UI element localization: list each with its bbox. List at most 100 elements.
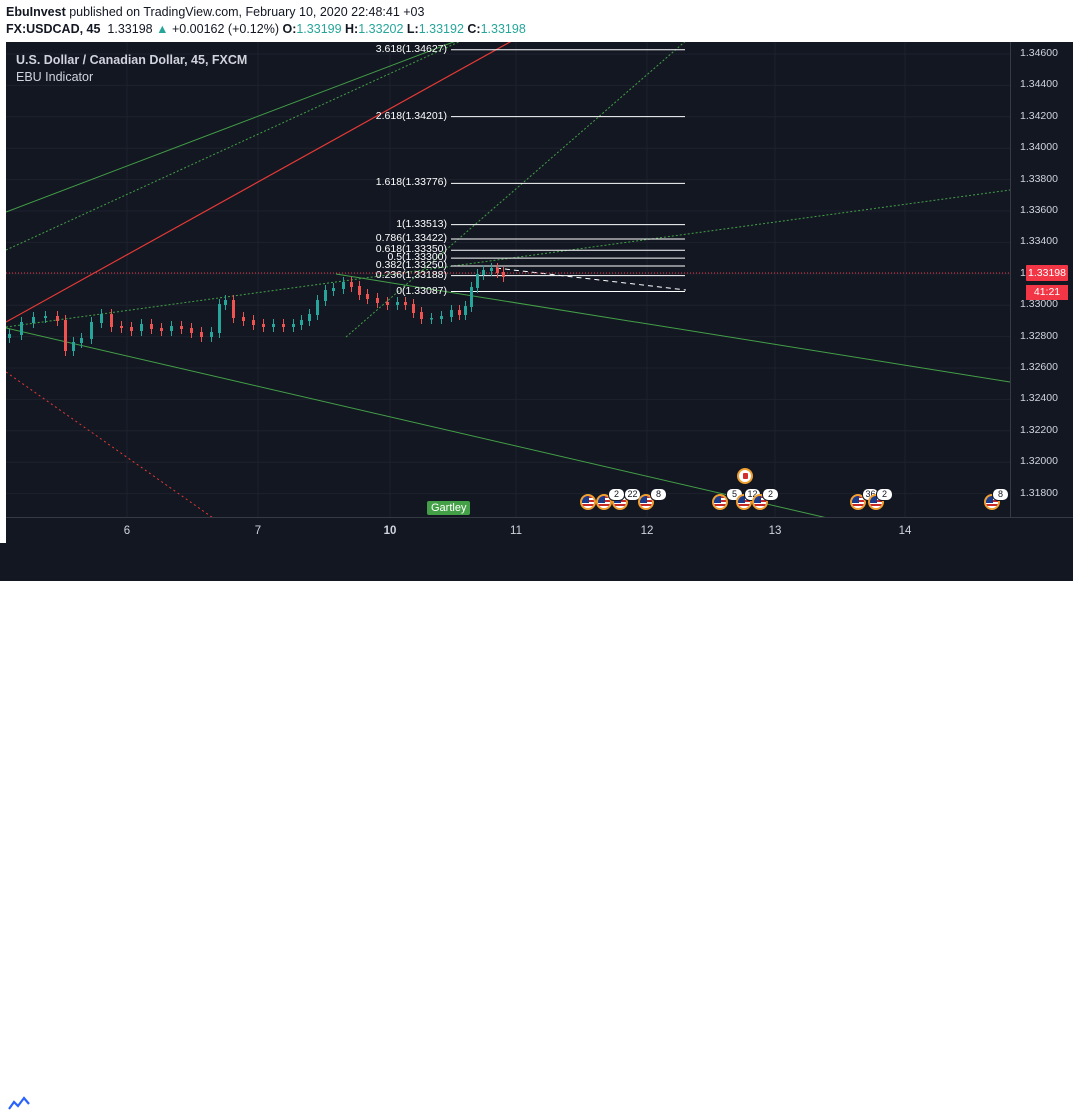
bar-countdown-tag: 41:21 xyxy=(1026,285,1068,300)
price-tick-label: 1.32200 xyxy=(1020,423,1058,436)
candle-body xyxy=(482,270,485,275)
event-count-badge: 2 xyxy=(876,488,893,501)
low-label: L: xyxy=(406,22,419,36)
candle-body xyxy=(430,318,433,320)
candle-body xyxy=(358,286,361,295)
chart-canvas[interactable] xyxy=(6,42,1010,517)
price-tick-label: 1.33400 xyxy=(1020,235,1058,248)
quote-line: FX:USDCAD, 45 1.33198 ▲ +0.00162 (+0.12%… xyxy=(6,22,526,36)
candle-body xyxy=(272,324,275,327)
price-tick-label: 1.34600 xyxy=(1020,47,1058,59)
date-tick-label: 11 xyxy=(510,525,522,537)
footer-bar: TradingView xyxy=(0,543,1073,1112)
open-label: O: xyxy=(282,22,297,36)
candle-body xyxy=(44,316,47,318)
candle-body xyxy=(308,314,311,321)
fib-retracement[interactable] xyxy=(451,49,685,293)
green-channel-middle-line[interactable] xyxy=(335,273,1010,383)
event-count-badge: 8 xyxy=(650,488,667,501)
high-label: H: xyxy=(345,22,359,36)
candle-body xyxy=(496,268,499,273)
chart-pane[interactable]: U.S. Dollar / Canadian Dollar, 45, FXCM … xyxy=(6,42,1010,517)
candle-body xyxy=(72,342,75,351)
price-tick-label: 1.34400 xyxy=(1020,78,1058,91)
close-label: C: xyxy=(467,22,481,36)
candle-body xyxy=(150,324,153,329)
fib-level-label: 3.618(1.34627) xyxy=(375,42,447,55)
candle-body xyxy=(110,314,113,327)
open-value: 1.33199 xyxy=(296,22,342,36)
red-trend-line[interactable] xyxy=(6,42,546,323)
symbol-label: FX:USDCAD, 45 xyxy=(6,22,101,36)
price-tick-label: 1.33600 xyxy=(1020,204,1058,216)
candle-body xyxy=(262,324,265,327)
date-tick-label: 10 xyxy=(383,525,397,537)
fib-level-label: 1(1.33513) xyxy=(396,217,447,230)
candle-body xyxy=(64,320,67,351)
close-value: 1.33198 xyxy=(480,22,526,36)
price-tick-label: 1.32000 xyxy=(1020,455,1058,468)
legend-indicator[interactable]: EBU Indicator xyxy=(16,70,94,84)
fib-level-label: 2.618(1.34201) xyxy=(375,109,447,122)
candle-body xyxy=(32,317,35,323)
author-name[interactable]: EbuInvest xyxy=(6,5,66,19)
candle-body xyxy=(90,322,93,339)
legend-title[interactable]: U.S. Dollar / Canadian Dollar, 45, FXCM xyxy=(16,53,248,67)
candle-body xyxy=(404,302,407,305)
candle-body xyxy=(130,327,133,331)
candle-body xyxy=(20,322,23,335)
date-tick-label: 12 xyxy=(640,525,654,537)
candle-body xyxy=(366,294,369,299)
candle-body xyxy=(412,304,415,313)
candle-body xyxy=(350,282,353,287)
us-flag-icon[interactable] xyxy=(580,494,596,510)
candle-body xyxy=(190,328,193,333)
date-tick-label: 7 xyxy=(254,525,262,537)
candle-body xyxy=(224,300,227,305)
candlesticks[interactable] xyxy=(8,263,505,356)
candle-body xyxy=(170,326,173,331)
fib-level-label: 0.236(1.33188) xyxy=(375,268,447,281)
projection-dashed-line[interactable] xyxy=(495,267,687,291)
green-channel-upper-line[interactable] xyxy=(6,42,506,213)
price-tick-label: 1.33800 xyxy=(1020,172,1058,185)
low-value: 1.33192 xyxy=(418,22,464,36)
price-tick-label: 1.32400 xyxy=(1020,392,1058,405)
red-dotted-line[interactable] xyxy=(6,371,216,517)
candle-body xyxy=(232,300,235,318)
publish-header: EbuInvest published on TradingView.com, … xyxy=(0,0,1073,42)
date-tick-label: 14 xyxy=(898,525,912,537)
price-tick-label: 1.34200 xyxy=(1020,109,1058,122)
fib-level-label: 0.786(1.33422) xyxy=(375,231,447,244)
fib-level-label: 0.382(1.33250) xyxy=(375,258,447,271)
price-tick-label: 1.32800 xyxy=(1020,329,1058,342)
us-flag-icon[interactable] xyxy=(712,494,728,510)
publish-line: EbuInvest published on TradingView.com, … xyxy=(6,5,424,19)
green-dotted-line-3[interactable] xyxy=(6,189,1010,328)
fib-level-label: 1.618(1.33776) xyxy=(375,176,447,189)
candle-body xyxy=(160,328,163,331)
candle-body xyxy=(300,320,303,325)
green-channel-lower-line[interactable] xyxy=(6,327,836,517)
candle-body xyxy=(218,304,221,333)
green-dotted-line-2[interactable] xyxy=(345,42,696,338)
current-price-tag: 1.33198 xyxy=(1026,265,1068,281)
candle-body xyxy=(420,312,423,319)
time-axis[interactable] xyxy=(6,517,1073,543)
grid xyxy=(6,42,1010,517)
candle-body xyxy=(242,317,245,321)
event-count-badge: 2 xyxy=(762,488,779,501)
change-up-icon: ▲ xyxy=(156,22,169,36)
ca-flag-icon[interactable] xyxy=(737,468,753,484)
candle-body xyxy=(458,310,461,315)
price-tick-label: 1.34000 xyxy=(1020,141,1058,154)
price-tick-label: 1.32600 xyxy=(1020,361,1058,373)
candle-body xyxy=(210,332,213,337)
tradingview-logo[interactable]: TradingView xyxy=(8,1096,107,1112)
date-tick-label: 6 xyxy=(123,525,131,537)
candle-body xyxy=(282,324,285,327)
gartley-pattern-label[interactable]: Gartley xyxy=(427,501,471,515)
candle-body xyxy=(450,310,453,317)
candle-body xyxy=(120,326,123,328)
candle-body xyxy=(80,338,83,343)
